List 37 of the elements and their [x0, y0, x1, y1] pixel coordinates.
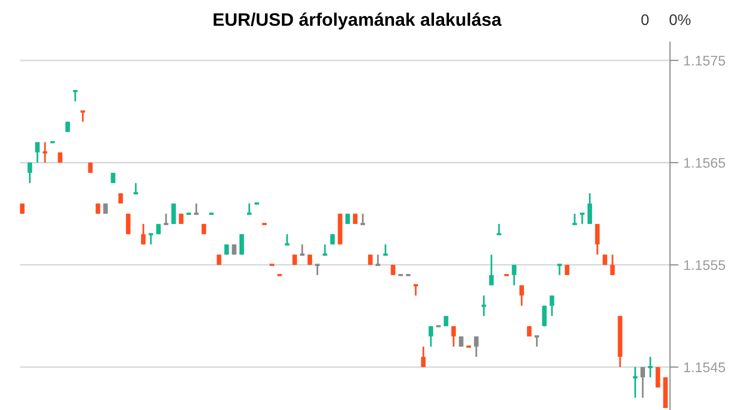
- candlestick: [595, 223, 600, 256]
- candlestick: [171, 202, 176, 225]
- candlestick: [28, 162, 32, 184]
- chart-title: EUR/USD árfolyamának alakulása: [214, 12, 502, 30]
- candlestick: [640, 366, 646, 399]
- candlestick: [330, 233, 335, 246]
- candlestick: [216, 254, 222, 266]
- y-tick-label: 1.1565: [684, 158, 726, 168]
- candlestick: [345, 212, 350, 225]
- candlestick: [512, 264, 516, 286]
- candlestick: [35, 141, 40, 164]
- candlestick: [421, 346, 426, 368]
- y-tick-label: 1.1545: [684, 362, 726, 372]
- candlestick: [141, 223, 146, 246]
- candlestick: [550, 294, 554, 317]
- y-tick-label: 1.1575: [684, 56, 726, 66]
- candlestick: [489, 254, 494, 286]
- candlestick: [602, 254, 608, 266]
- text: 0: [641, 14, 649, 26]
- candlestick: [65, 120, 70, 133]
- candlestick: [656, 366, 660, 388]
- candlestick: [451, 325, 456, 348]
- candlestick: [178, 212, 184, 225]
- candlestick: [526, 325, 532, 338]
- candlestick: [428, 325, 434, 348]
- candlestick: [368, 254, 373, 266]
- candlestick: [88, 162, 93, 174]
- candlestick: [308, 254, 312, 266]
- candlestick: [519, 284, 524, 307]
- candlestick: [292, 254, 297, 266]
- text: 0%: [670, 14, 690, 26]
- candlestick: [352, 212, 358, 225]
- candlestick: [474, 336, 479, 358]
- candlestick: [542, 304, 547, 328]
- candlestick: [610, 254, 615, 276]
- y-tick-label: 1.1555: [684, 260, 726, 270]
- candlestick: [588, 192, 592, 225]
